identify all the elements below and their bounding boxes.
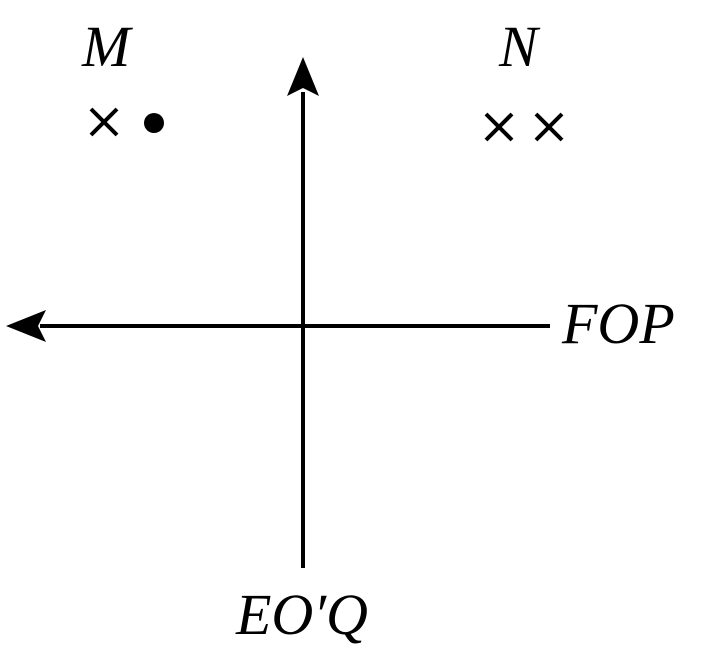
group-label-m: M — [81, 14, 133, 79]
vertical-axis-arrowhead — [287, 57, 319, 96]
horizontal-axis-label: FOP — [561, 291, 675, 356]
cross-marker — [89, 107, 119, 137]
cross-marker — [484, 112, 514, 142]
dot-marker — [144, 113, 164, 133]
cross-marker — [534, 112, 564, 142]
vertical-axis-label: EO′Q — [235, 582, 368, 647]
group-label-n: N — [498, 14, 541, 79]
horizontal-axis-arrowhead — [6, 310, 46, 342]
